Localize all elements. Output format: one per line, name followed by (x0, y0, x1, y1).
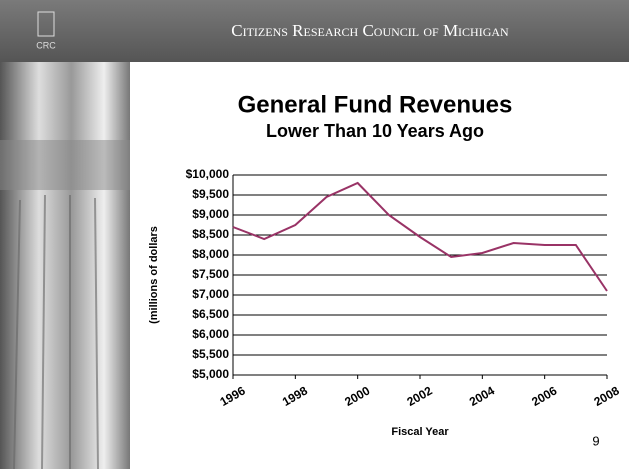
chart-subtitle: Lower Than 10 Years Ago (266, 121, 484, 141)
y-tick-label: $8,500 (192, 227, 229, 241)
y-tick-label: $9,000 (192, 207, 229, 221)
y-tick-label: $5,500 (192, 347, 229, 361)
pillar-image (0, 62, 130, 469)
y-tick-label: $10,000 (186, 167, 230, 181)
y-axis-label: (millions of dollars (148, 226, 160, 324)
chart-title: General Fund Revenues (238, 91, 513, 118)
y-tick-label: $7,500 (192, 267, 229, 281)
y-tick-label: $9,500 (192, 187, 229, 201)
y-tick-label: $5,000 (192, 367, 229, 381)
pillar-flutes (13, 194, 99, 469)
data-line (232, 181, 608, 292)
logo-mark (37, 11, 55, 37)
y-tick-label: $8,000 (192, 247, 229, 261)
pillar-capital (0, 140, 130, 190)
header-band (0, 0, 629, 62)
page-number: 9 (592, 433, 599, 448)
header-title: Citizens Research Council of Michigan (231, 21, 509, 40)
x-axis-label: Fiscal Year (391, 426, 449, 438)
logo-text: CRC (36, 40, 56, 50)
y-tick-label: $6,500 (192, 307, 229, 321)
y-tick-label: $7,000 (192, 287, 229, 301)
y-tick-label: $6,000 (192, 327, 229, 341)
